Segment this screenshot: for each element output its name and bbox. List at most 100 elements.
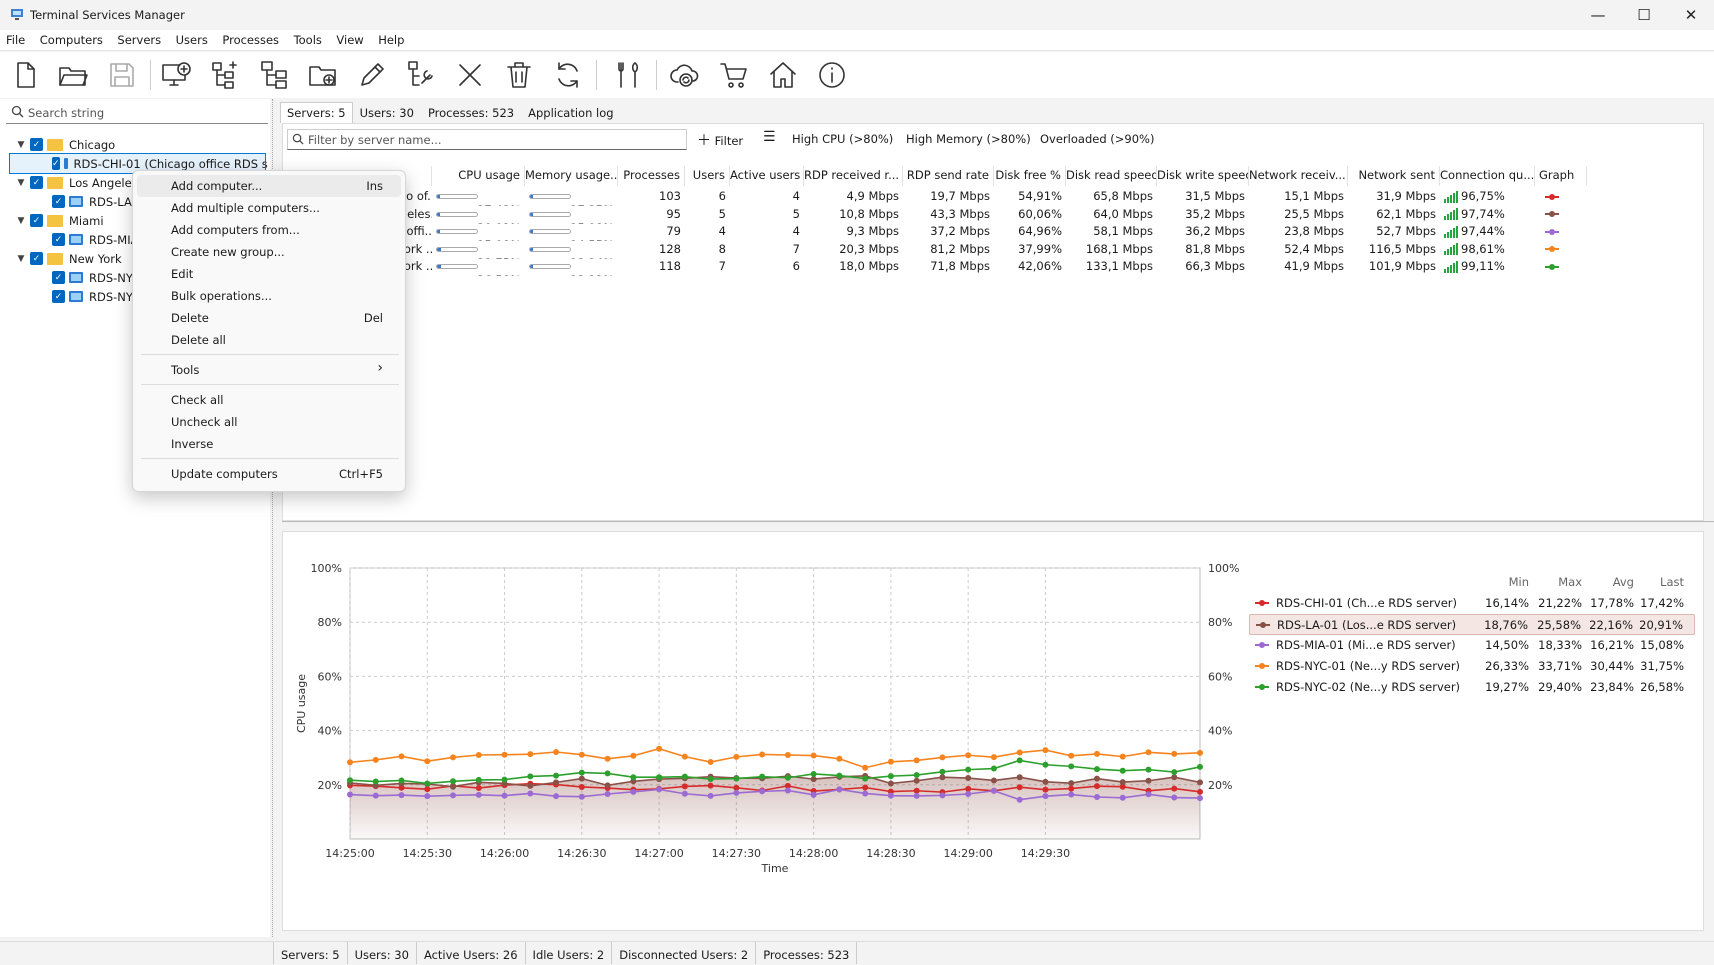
tree-group-new-york[interactable]: ▼ ✓ New York [14, 249, 269, 268]
tree-item-rds-mia[interactable]: ✓ RDS-MIA [14, 230, 269, 249]
column-header[interactable]: Connection qu... [1440, 166, 1535, 186]
checkbox[interactable]: ✓ [30, 214, 43, 227]
chevron-down-icon[interactable]: ▼ [17, 177, 25, 188]
column-header[interactable]: Memory usage... [525, 166, 618, 186]
horizontal-splitter[interactable] [282, 521, 1714, 523]
hamburger-menu-icon[interactable]: ☰ [763, 129, 776, 145]
menu-item-check-all[interactable]: Check all [137, 389, 401, 411]
menu-item-edit[interactable]: Edit [137, 263, 401, 285]
tab-servers[interactable]: Servers: 5 [280, 102, 353, 123]
column-header[interactable]: Disk write speed [1157, 166, 1249, 186]
menu-item-add-computer[interactable]: Add computer... Ins [137, 175, 401, 197]
tab-users[interactable]: Users: 30 [359, 106, 414, 120]
menu-help[interactable]: Help [378, 33, 405, 47]
info-icon[interactable] [813, 56, 851, 94]
filter-button[interactable]: ＋ Filter [697, 130, 743, 150]
graph-series-marker[interactable] [1545, 193, 1559, 200]
settings-tools-icon[interactable] [610, 56, 648, 94]
save-icon[interactable] [103, 56, 141, 94]
legend-row[interactable]: RDS-NYC-01 (Ne...y RDS server) 26,33% 33,7… [1249, 656, 1695, 677]
new-file-icon[interactable] [6, 56, 44, 94]
legend-row[interactable]: RDS-LA-01 (Los...e RDS server) 18,76% 25,5… [1249, 614, 1695, 635]
checkbox[interactable]: ✓ [52, 233, 65, 246]
graph-series-marker[interactable] [1545, 263, 1559, 270]
column-header[interactable]: Graph [1535, 166, 1587, 186]
add-computer-icon[interactable] [157, 56, 195, 94]
add-group-tree-icon[interactable] [206, 56, 244, 94]
graph-series-marker[interactable] [1545, 211, 1559, 217]
checkbox[interactable]: ✓ [52, 157, 60, 170]
column-header-name[interactable] [283, 166, 432, 186]
tree-group-los-angeles[interactable]: ▼ ✓ Los Angeles [14, 173, 269, 192]
menu-item-inverse[interactable]: Inverse [137, 433, 401, 455]
checkbox[interactable]: ✓ [30, 138, 43, 151]
graph-series-marker[interactable] [1545, 246, 1559, 252]
quick-filter-overloaded[interactable]: Overloaded (>90%) [1040, 132, 1155, 146]
search-input[interactable]: Search string [6, 102, 268, 124]
legend-row[interactable]: RDS-CHI-01 (Ch...e RDS server) 16,14% 21,2… [1249, 593, 1695, 614]
legend-row[interactable]: RDS-MIA-01 (Mi...e RDS server) 14,50% 18,3… [1249, 635, 1695, 656]
checkbox[interactable]: ✓ [30, 176, 43, 189]
delete-x-icon[interactable] [451, 56, 489, 94]
menu-users[interactable]: Users [175, 33, 208, 47]
chevron-down-icon[interactable]: ▼ [17, 139, 25, 150]
menu-item-delete[interactable]: Delete Del [137, 307, 401, 329]
tree-item-rds-nyc-1[interactable]: ✓ RDS-NY [14, 268, 269, 287]
checkbox[interactable]: ✓ [52, 271, 65, 284]
tab-processes[interactable]: Processes: 523 [427, 106, 515, 120]
column-header[interactable]: Network sent [1348, 166, 1440, 186]
menu-item-create-new-group[interactable]: Create new group... [137, 241, 401, 263]
checkbox[interactable]: ✓ [30, 252, 43, 265]
tree-item-rds-la[interactable]: ✓ RDS-LA- [14, 192, 269, 211]
menu-view[interactable]: View [336, 33, 364, 47]
menu-item-add-computers-from[interactable]: Add computers from... [137, 219, 401, 241]
home-icon[interactable] [764, 56, 802, 94]
column-header[interactable]: Users [685, 166, 730, 186]
column-header[interactable]: Processes [618, 166, 685, 186]
quick-filter-high-memory[interactable]: High Memory (>80%) [906, 132, 1031, 146]
menu-item-delete-all[interactable]: Delete all [137, 329, 401, 351]
tools-tree-icon[interactable] [402, 56, 440, 94]
quick-filter-high-cpu[interactable]: High CPU (>80%) [792, 132, 894, 146]
filter-input[interactable]: Filter by server name... [287, 129, 687, 150]
menu-file[interactable]: File [6, 33, 26, 47]
column-header[interactable]: CPU usage [432, 166, 525, 186]
column-header[interactable]: RDP send rate [903, 166, 994, 186]
splitter[interactable] [272, 99, 273, 937]
chevron-down-icon[interactable]: ▼ [17, 215, 25, 226]
open-folder-icon[interactable] [54, 56, 92, 94]
menu-tools[interactable]: Tools [293, 33, 322, 47]
refresh-icon[interactable] [549, 56, 587, 94]
column-header[interactable]: Disk read speed [1066, 166, 1157, 186]
menu-servers[interactable]: Servers [117, 33, 162, 47]
close-button[interactable]: ✕ [1684, 6, 1698, 24]
tree-group-chicago[interactable]: ▼ ✓ Chicago [14, 135, 269, 154]
tab-application-log[interactable]: Application log [528, 106, 614, 120]
menu-item-tools[interactable]: Tools › [137, 359, 401, 381]
menu-item-update-computers[interactable]: Update computers Ctrl+F5 [137, 463, 401, 485]
graph-series-marker[interactable] [1545, 228, 1559, 235]
cart-icon[interactable] [715, 56, 753, 94]
computers-tree-icon[interactable] [255, 56, 293, 94]
tree-item-rds-nyc-2[interactable]: ✓ RDS-NY [14, 287, 269, 306]
column-header[interactable]: RDP received r... [804, 166, 903, 186]
tree-group-miami[interactable]: ▼ ✓ Miami [14, 211, 269, 230]
menu-item-uncheck-all[interactable]: Uncheck all [137, 411, 401, 433]
menu-item-add-multiple-computers[interactable]: Add multiple computers... [137, 197, 401, 219]
checkbox[interactable]: ✓ [52, 195, 65, 208]
new-folder-icon[interactable] [304, 56, 342, 94]
tree-item-rds-chi-01[interactable]: ✓ RDS-CHI-01 (Chicago office RDS s [9, 153, 268, 174]
chevron-down-icon[interactable]: ▼ [17, 253, 25, 264]
menu-item-bulk-operations[interactable]: Bulk operations... [137, 285, 401, 307]
checkbox[interactable]: ✓ [52, 290, 65, 303]
cloud-sync-icon[interactable] [666, 56, 704, 94]
column-header[interactable]: Network receiv... [1249, 166, 1348, 186]
trash-icon[interactable] [500, 56, 538, 94]
edit-pencil-icon[interactable] [353, 56, 391, 94]
menu-computers[interactable]: Computers [39, 33, 103, 47]
minimize-button[interactable]: — [1590, 6, 1606, 24]
maximize-button[interactable]: ☐ [1637, 6, 1651, 24]
column-header[interactable]: Active users [730, 166, 804, 186]
column-header[interactable]: Disk free % [994, 166, 1066, 186]
legend-row[interactable]: RDS-NYC-02 (Ne...y RDS server) 19,27% 29,4… [1249, 677, 1695, 698]
